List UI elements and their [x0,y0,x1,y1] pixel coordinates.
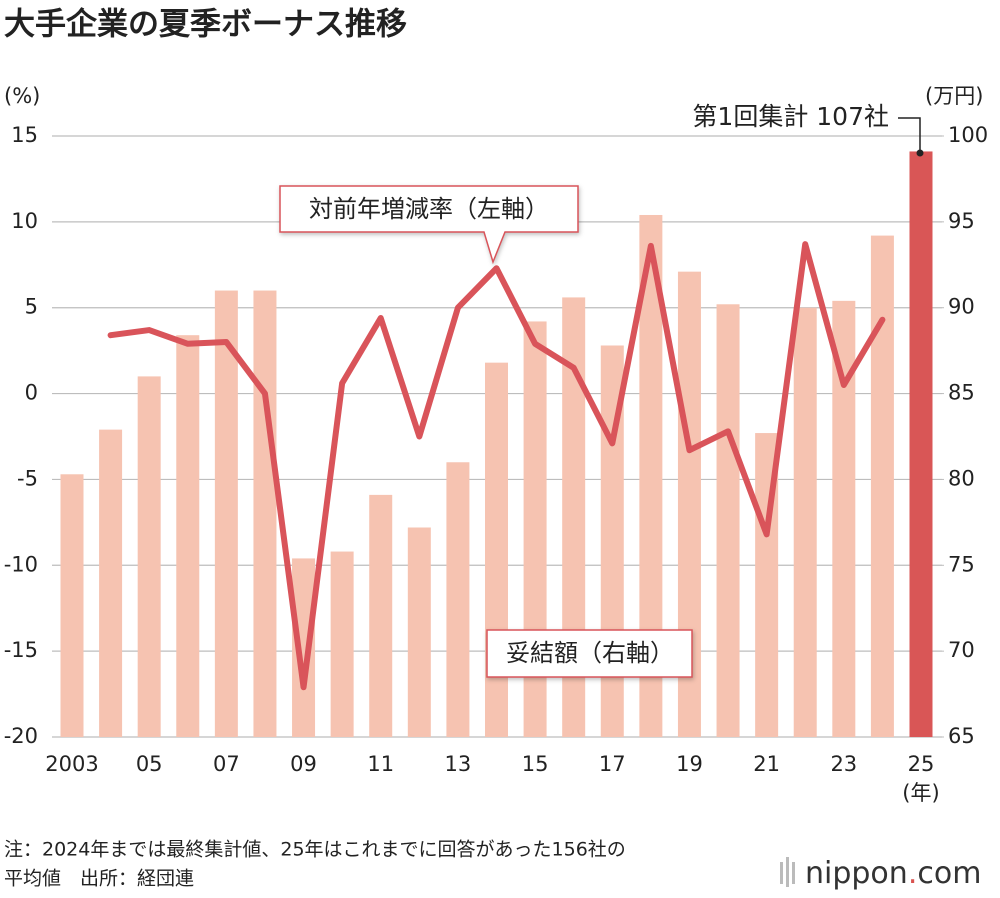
bar [253,290,277,737]
x-tick-label: 21 [753,752,780,776]
bar [60,474,84,737]
y-tick-label: -15 [4,638,38,662]
callout-text: 対前年増減率（左軸） [309,195,549,223]
callout: 対前年増減率（左軸） [279,185,579,265]
svg-text:nippon.com: nippon.com [805,856,981,891]
y-unit: (%) [4,84,40,108]
x-tick-label: 07 [213,752,240,776]
bar [793,307,817,737]
x-tick-label: 23 [830,752,857,776]
logo-dot: . [908,856,918,891]
y2-tick-label: 75 [948,552,975,576]
bar [407,527,431,737]
y-tick-label: 0 [25,381,38,405]
bar [870,235,894,737]
line [107,241,886,691]
y-tick-label: -10 [4,552,38,576]
bar [639,214,663,737]
y2-tick-label: 85 [948,381,975,405]
y2-tick-label: 95 [948,209,975,233]
leader-line [898,117,921,152]
x-tick-label: 05 [136,752,163,776]
bar [716,304,740,737]
logo-text: com [917,856,981,891]
y-tick-label: -5 [17,466,38,490]
y2-tick-label: 100 [948,123,988,147]
y2-tick-label: 70 [948,638,975,662]
logo-bar [786,857,789,887]
y2-tick-label: 90 [948,295,975,319]
y2-tick-label: 65 [948,724,975,748]
logo: nippon.com [780,856,981,891]
x-tick-label: 25 [908,752,935,776]
bar [485,362,508,737]
bar [446,462,470,737]
logo-text: nippon [805,856,908,891]
bar [330,551,354,737]
x-tick-label: 11 [367,752,394,776]
x-tick-label: 15 [522,752,549,776]
x-tick-label: 19 [676,752,703,776]
callout-text: 妥結額（右軸） [506,639,674,667]
leader-dot [916,149,924,157]
x-tick-label: 09 [290,752,317,776]
y-tick-label: -20 [4,724,38,748]
x-tick-label: 17 [599,752,626,776]
bar [562,297,586,737]
y2-unit: (万円) [925,84,983,108]
bar [292,558,316,737]
annotation: 第1回集計 107社 [692,102,889,131]
callout-box [279,185,579,265]
bar [214,290,238,737]
callout-box [486,629,693,678]
logo-bar [792,862,795,884]
bar [677,271,701,737]
bar [137,376,161,737]
note: 平均値 出所：経団連 [4,868,194,890]
logo-bar [780,862,783,884]
bar [909,151,933,737]
x-tick-label: 2003 [45,752,98,776]
bar [369,494,393,737]
callout: 妥結額（右軸） [486,629,693,678]
y-tick-label: 15 [11,123,38,147]
bar [832,300,856,737]
chart-title: 大手企業の夏季ボーナス推移 [4,7,407,43]
bar [176,335,200,737]
y-tick-label: 10 [11,209,38,233]
x-unit: (年) [902,781,939,805]
note: 注：2024年までは最終集計値、25年はこれまでに回答があった156社の [4,839,626,861]
y2-tick-label: 80 [948,466,975,490]
bar [99,429,123,737]
y-tick-label: 5 [25,295,38,319]
x-tick-label: 13 [445,752,472,776]
